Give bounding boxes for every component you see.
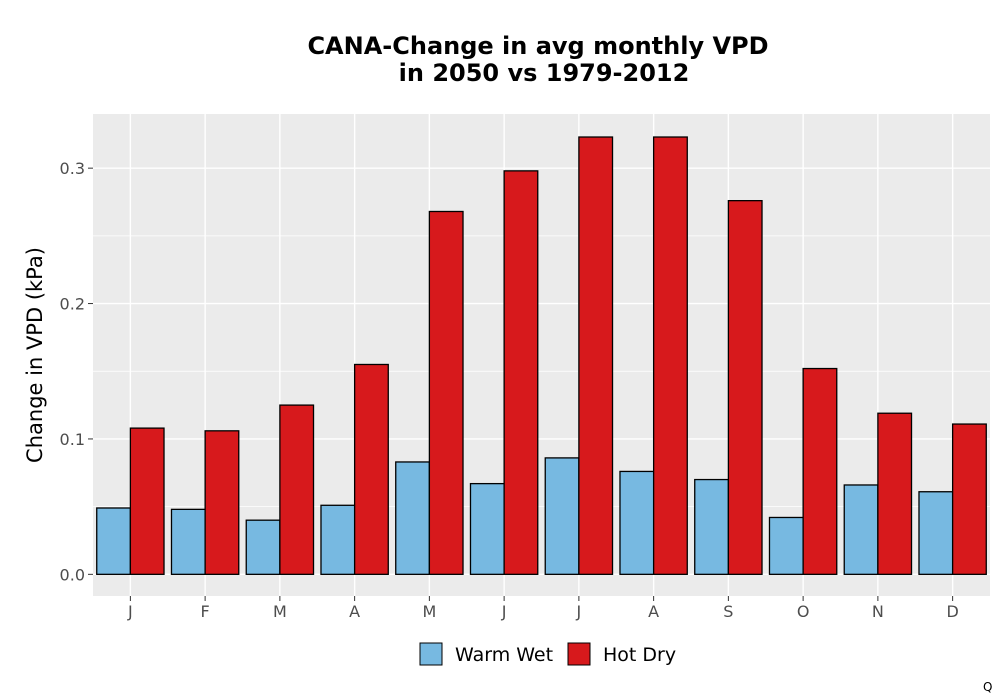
corner-mark: Q xyxy=(983,680,992,694)
bar-hot-dry xyxy=(951,423,987,575)
bar-hot-dry xyxy=(877,412,913,575)
bar-hot-dry xyxy=(652,136,688,575)
bar-warm-wet xyxy=(469,482,505,575)
legend-label-hot-dry: Hot Dry xyxy=(603,644,676,666)
chart-title: CANA-Change in avg monthly VPD xyxy=(307,32,768,60)
chart-subtitle: in 2050 vs 1979-2012 xyxy=(399,59,690,87)
bar-hot-dry xyxy=(129,427,165,575)
bar-warm-wet xyxy=(843,484,879,575)
x-tick-label: J xyxy=(576,602,582,621)
y-tick-label: 0.1 xyxy=(60,430,85,449)
x-tick-label: N xyxy=(872,602,884,621)
bar-warm-wet xyxy=(544,457,580,575)
bar-warm-wet xyxy=(320,504,356,575)
bar-hot-dry xyxy=(578,136,614,575)
x-tick-label: M xyxy=(273,602,287,621)
bar-warm-wet xyxy=(619,470,655,575)
y-axis: 0.0 0.1 0.2 0.3 xyxy=(60,159,93,584)
bars xyxy=(96,136,987,575)
legend-swatch-warm-wet xyxy=(419,642,443,666)
x-tick-label: D xyxy=(946,602,958,621)
bar-hot-dry xyxy=(503,170,539,575)
bar-warm-wet xyxy=(96,507,132,575)
legend-swatch-hot-dry xyxy=(567,642,591,666)
y-tick-label: 0.0 xyxy=(60,565,85,584)
x-tick-label: J xyxy=(127,602,133,621)
x-tick-label: S xyxy=(723,602,733,621)
bar-warm-wet xyxy=(768,516,804,575)
x-tick-label: J xyxy=(501,602,507,621)
y-axis-title: Change in VPD (kPa) xyxy=(23,247,47,463)
bar-hot-dry xyxy=(279,404,315,575)
bar-warm-wet xyxy=(170,508,206,575)
bar-warm-wet xyxy=(918,491,954,575)
y-tick-label: 0.2 xyxy=(60,295,85,314)
x-tick-label: O xyxy=(797,602,810,621)
grid-minor xyxy=(93,235,990,507)
x-tick-label: A xyxy=(349,602,360,621)
bar-warm-wet xyxy=(245,519,281,575)
bar-hot-dry xyxy=(428,210,464,575)
x-tick-label: A xyxy=(648,602,659,621)
x-tick-label: F xyxy=(201,602,210,621)
bar-hot-dry xyxy=(802,367,838,575)
bar-warm-wet xyxy=(395,461,431,575)
bar-hot-dry xyxy=(204,430,240,575)
x-tick-label: M xyxy=(422,602,436,621)
legend: Warm Wet Hot Dry xyxy=(419,642,676,666)
plot-panel xyxy=(93,114,990,596)
bar-hot-dry xyxy=(727,200,763,575)
y-tick-label: 0.3 xyxy=(60,159,85,178)
bar-warm-wet xyxy=(694,478,730,575)
legend-label-warm-wet: Warm Wet xyxy=(455,644,553,666)
bar-hot-dry xyxy=(353,363,389,575)
